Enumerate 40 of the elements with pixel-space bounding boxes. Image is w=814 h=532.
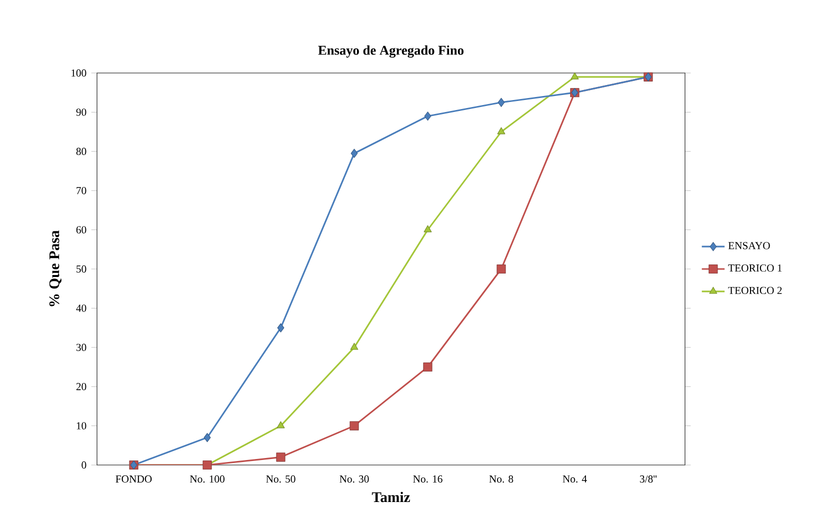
point [424,112,432,121]
x-tick-label: FONDO [116,475,152,483]
x-tick-label: No. 16 [413,475,442,483]
point [570,72,579,80]
legend-label: TEORICO 1 [728,264,782,272]
y-tick-label: 40 [76,304,86,312]
y-tick-label: 70 [76,187,86,194]
y-tick-label: 30 [76,344,86,351]
x-tick-label: 3/8'' [640,475,657,483]
y-tick-label: 90 [76,108,86,116]
y-tick-label: 100 [72,69,86,77]
x-tick-label: No. 50 [266,475,296,483]
point [204,433,211,442]
x-tick-label: No. 8 [489,475,514,483]
y-tick-label: 10 [76,422,86,430]
point [277,323,284,332]
y-axis-title: % Que Pasa [49,230,62,306]
point [424,225,432,232]
x-axis-title: Tamiz [372,492,410,502]
point [498,98,505,107]
point [496,264,506,274]
x-tick-label: No. 4 [562,475,587,483]
point [350,421,359,430]
legend-label: TEORICO 2 [728,286,782,294]
point [276,452,286,462]
x-tick-label: No. 30 [340,475,369,483]
y-tick-label: 20 [76,383,86,390]
point [350,148,358,158]
point [202,460,212,470]
x-tick-label: No. 100 [190,475,224,483]
y-tick-label: 0 [82,461,86,469]
chart-title: Ensayo de Agregado Fino [318,45,464,58]
point [276,421,285,428]
y-tick-label: 80 [76,148,86,155]
point [350,342,358,350]
legend-label: ENSAYO [728,242,770,250]
y-tick-label: 50 [76,265,86,273]
y-tick-label: 60 [76,226,86,234]
point [497,127,506,134]
point [423,362,432,372]
